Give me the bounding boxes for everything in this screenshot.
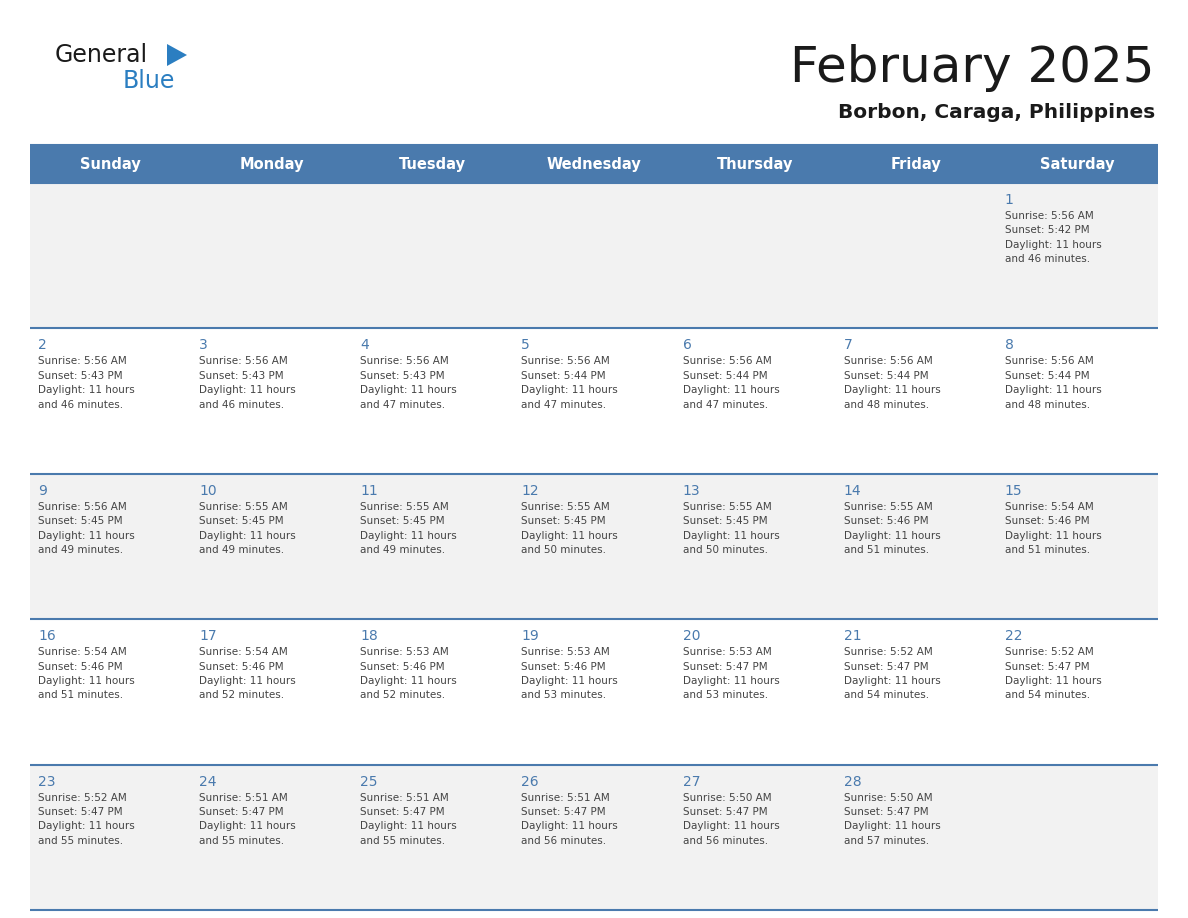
Text: Sunrise: 5:52 AM
Sunset: 5:47 PM
Daylight: 11 hours
and 54 minutes.: Sunrise: 5:52 AM Sunset: 5:47 PM Dayligh…	[843, 647, 941, 700]
Bar	[30, 620, 1158, 765]
Text: Sunrise: 5:51 AM
Sunset: 5:47 PM
Daylight: 11 hours
and 56 minutes.: Sunrise: 5:51 AM Sunset: 5:47 PM Dayligh…	[522, 792, 618, 845]
Text: 9: 9	[38, 484, 46, 498]
Text: Sunrise: 5:51 AM
Sunset: 5:47 PM
Daylight: 11 hours
and 55 minutes.: Sunrise: 5:51 AM Sunset: 5:47 PM Dayligh…	[360, 792, 457, 845]
Bar	[30, 474, 1158, 620]
Text: 25: 25	[360, 775, 378, 789]
Text: 20: 20	[683, 629, 700, 644]
Text: 26: 26	[522, 775, 539, 789]
Text: 8: 8	[1005, 339, 1013, 353]
Text: February 2025: February 2025	[790, 44, 1155, 92]
Bar	[30, 329, 1158, 474]
Text: 22: 22	[1005, 629, 1023, 644]
Text: Sunrise: 5:54 AM
Sunset: 5:46 PM
Daylight: 11 hours
and 51 minutes.: Sunrise: 5:54 AM Sunset: 5:46 PM Dayligh…	[38, 647, 134, 700]
Text: 3: 3	[200, 339, 208, 353]
Text: Sunrise: 5:55 AM
Sunset: 5:45 PM
Daylight: 11 hours
and 49 minutes.: Sunrise: 5:55 AM Sunset: 5:45 PM Dayligh…	[200, 502, 296, 555]
Text: Sunrise: 5:56 AM
Sunset: 5:42 PM
Daylight: 11 hours
and 46 minutes.: Sunrise: 5:56 AM Sunset: 5:42 PM Dayligh…	[1005, 211, 1101, 264]
Text: 19: 19	[522, 629, 539, 644]
Text: 21: 21	[843, 629, 861, 644]
Text: Sunrise: 5:56 AM
Sunset: 5:43 PM
Daylight: 11 hours
and 47 minutes.: Sunrise: 5:56 AM Sunset: 5:43 PM Dayligh…	[360, 356, 457, 409]
Text: Sunrise: 5:52 AM
Sunset: 5:47 PM
Daylight: 11 hours
and 55 minutes.: Sunrise: 5:52 AM Sunset: 5:47 PM Dayligh…	[38, 792, 134, 845]
Bar	[997, 145, 1158, 183]
Text: Sunrise: 5:55 AM
Sunset: 5:45 PM
Daylight: 11 hours
and 50 minutes.: Sunrise: 5:55 AM Sunset: 5:45 PM Dayligh…	[522, 502, 618, 555]
Text: Tuesday: Tuesday	[399, 156, 467, 172]
Text: Sunrise: 5:54 AM
Sunset: 5:46 PM
Daylight: 11 hours
and 51 minutes.: Sunrise: 5:54 AM Sunset: 5:46 PM Dayligh…	[1005, 502, 1101, 555]
Text: Sunrise: 5:50 AM
Sunset: 5:47 PM
Daylight: 11 hours
and 56 minutes.: Sunrise: 5:50 AM Sunset: 5:47 PM Dayligh…	[683, 792, 779, 845]
Bar	[30, 765, 1158, 910]
Text: 5: 5	[522, 339, 530, 353]
Text: Sunrise: 5:52 AM
Sunset: 5:47 PM
Daylight: 11 hours
and 54 minutes.: Sunrise: 5:52 AM Sunset: 5:47 PM Dayligh…	[1005, 647, 1101, 700]
Text: 24: 24	[200, 775, 216, 789]
Text: Sunrise: 5:56 AM
Sunset: 5:44 PM
Daylight: 11 hours
and 47 minutes.: Sunrise: 5:56 AM Sunset: 5:44 PM Dayligh…	[522, 356, 618, 409]
Text: Sunrise: 5:53 AM
Sunset: 5:46 PM
Daylight: 11 hours
and 52 minutes.: Sunrise: 5:53 AM Sunset: 5:46 PM Dayligh…	[360, 647, 457, 700]
Text: Sunrise: 5:56 AM
Sunset: 5:44 PM
Daylight: 11 hours
and 48 minutes.: Sunrise: 5:56 AM Sunset: 5:44 PM Dayligh…	[843, 356, 941, 409]
Bar	[675, 145, 835, 183]
Text: Sunrise: 5:56 AM
Sunset: 5:44 PM
Daylight: 11 hours
and 48 minutes.: Sunrise: 5:56 AM Sunset: 5:44 PM Dayligh…	[1005, 356, 1101, 409]
Text: Sunrise: 5:56 AM
Sunset: 5:43 PM
Daylight: 11 hours
and 46 minutes.: Sunrise: 5:56 AM Sunset: 5:43 PM Dayligh…	[38, 356, 134, 409]
Text: Sunrise: 5:53 AM
Sunset: 5:46 PM
Daylight: 11 hours
and 53 minutes.: Sunrise: 5:53 AM Sunset: 5:46 PM Dayligh…	[522, 647, 618, 700]
Text: 14: 14	[843, 484, 861, 498]
Text: Sunrise: 5:56 AM
Sunset: 5:45 PM
Daylight: 11 hours
and 49 minutes.: Sunrise: 5:56 AM Sunset: 5:45 PM Dayligh…	[38, 502, 134, 555]
Text: Sunday: Sunday	[81, 156, 141, 172]
Text: Sunrise: 5:54 AM
Sunset: 5:46 PM
Daylight: 11 hours
and 52 minutes.: Sunrise: 5:54 AM Sunset: 5:46 PM Dayligh…	[200, 647, 296, 700]
Text: Friday: Friday	[891, 156, 942, 172]
Text: Wednesday: Wednesday	[546, 156, 642, 172]
Text: Saturday: Saturday	[1041, 156, 1114, 172]
Text: 12: 12	[522, 484, 539, 498]
Text: Sunrise: 5:56 AM
Sunset: 5:44 PM
Daylight: 11 hours
and 47 minutes.: Sunrise: 5:56 AM Sunset: 5:44 PM Dayligh…	[683, 356, 779, 409]
Text: 1: 1	[1005, 193, 1013, 207]
Text: Monday: Monday	[240, 156, 304, 172]
Text: Sunrise: 5:55 AM
Sunset: 5:45 PM
Daylight: 11 hours
and 50 minutes.: Sunrise: 5:55 AM Sunset: 5:45 PM Dayligh…	[683, 502, 779, 555]
Text: Thursday: Thursday	[716, 156, 794, 172]
Text: 18: 18	[360, 629, 378, 644]
Bar	[191, 145, 353, 183]
Bar	[353, 145, 513, 183]
Text: Sunrise: 5:51 AM
Sunset: 5:47 PM
Daylight: 11 hours
and 55 minutes.: Sunrise: 5:51 AM Sunset: 5:47 PM Dayligh…	[200, 792, 296, 845]
Text: 28: 28	[843, 775, 861, 789]
Text: Sunrise: 5:55 AM
Sunset: 5:45 PM
Daylight: 11 hours
and 49 minutes.: Sunrise: 5:55 AM Sunset: 5:45 PM Dayligh…	[360, 502, 457, 555]
Bar	[513, 145, 675, 183]
Text: 27: 27	[683, 775, 700, 789]
Text: 16: 16	[38, 629, 56, 644]
Text: Sunrise: 5:53 AM
Sunset: 5:47 PM
Daylight: 11 hours
and 53 minutes.: Sunrise: 5:53 AM Sunset: 5:47 PM Dayligh…	[683, 647, 779, 700]
Text: Sunrise: 5:50 AM
Sunset: 5:47 PM
Daylight: 11 hours
and 57 minutes.: Sunrise: 5:50 AM Sunset: 5:47 PM Dayligh…	[843, 792, 941, 845]
Text: 10: 10	[200, 484, 216, 498]
Polygon shape	[168, 44, 187, 66]
Text: 2: 2	[38, 339, 46, 353]
Bar	[30, 183, 1158, 329]
Text: 17: 17	[200, 629, 216, 644]
Text: 4: 4	[360, 339, 369, 353]
Text: Sunrise: 5:55 AM
Sunset: 5:46 PM
Daylight: 11 hours
and 51 minutes.: Sunrise: 5:55 AM Sunset: 5:46 PM Dayligh…	[843, 502, 941, 555]
Text: General: General	[55, 43, 148, 67]
Text: Sunrise: 5:56 AM
Sunset: 5:43 PM
Daylight: 11 hours
and 46 minutes.: Sunrise: 5:56 AM Sunset: 5:43 PM Dayligh…	[200, 356, 296, 409]
Bar	[30, 145, 191, 183]
Text: 15: 15	[1005, 484, 1023, 498]
Text: 6: 6	[683, 339, 691, 353]
Text: 23: 23	[38, 775, 56, 789]
Text: Blue: Blue	[124, 69, 176, 93]
Text: 13: 13	[683, 484, 700, 498]
Text: 7: 7	[843, 339, 853, 353]
Bar	[835, 145, 997, 183]
Text: 11: 11	[360, 484, 378, 498]
Text: Borbon, Caraga, Philippines: Borbon, Caraga, Philippines	[838, 103, 1155, 121]
